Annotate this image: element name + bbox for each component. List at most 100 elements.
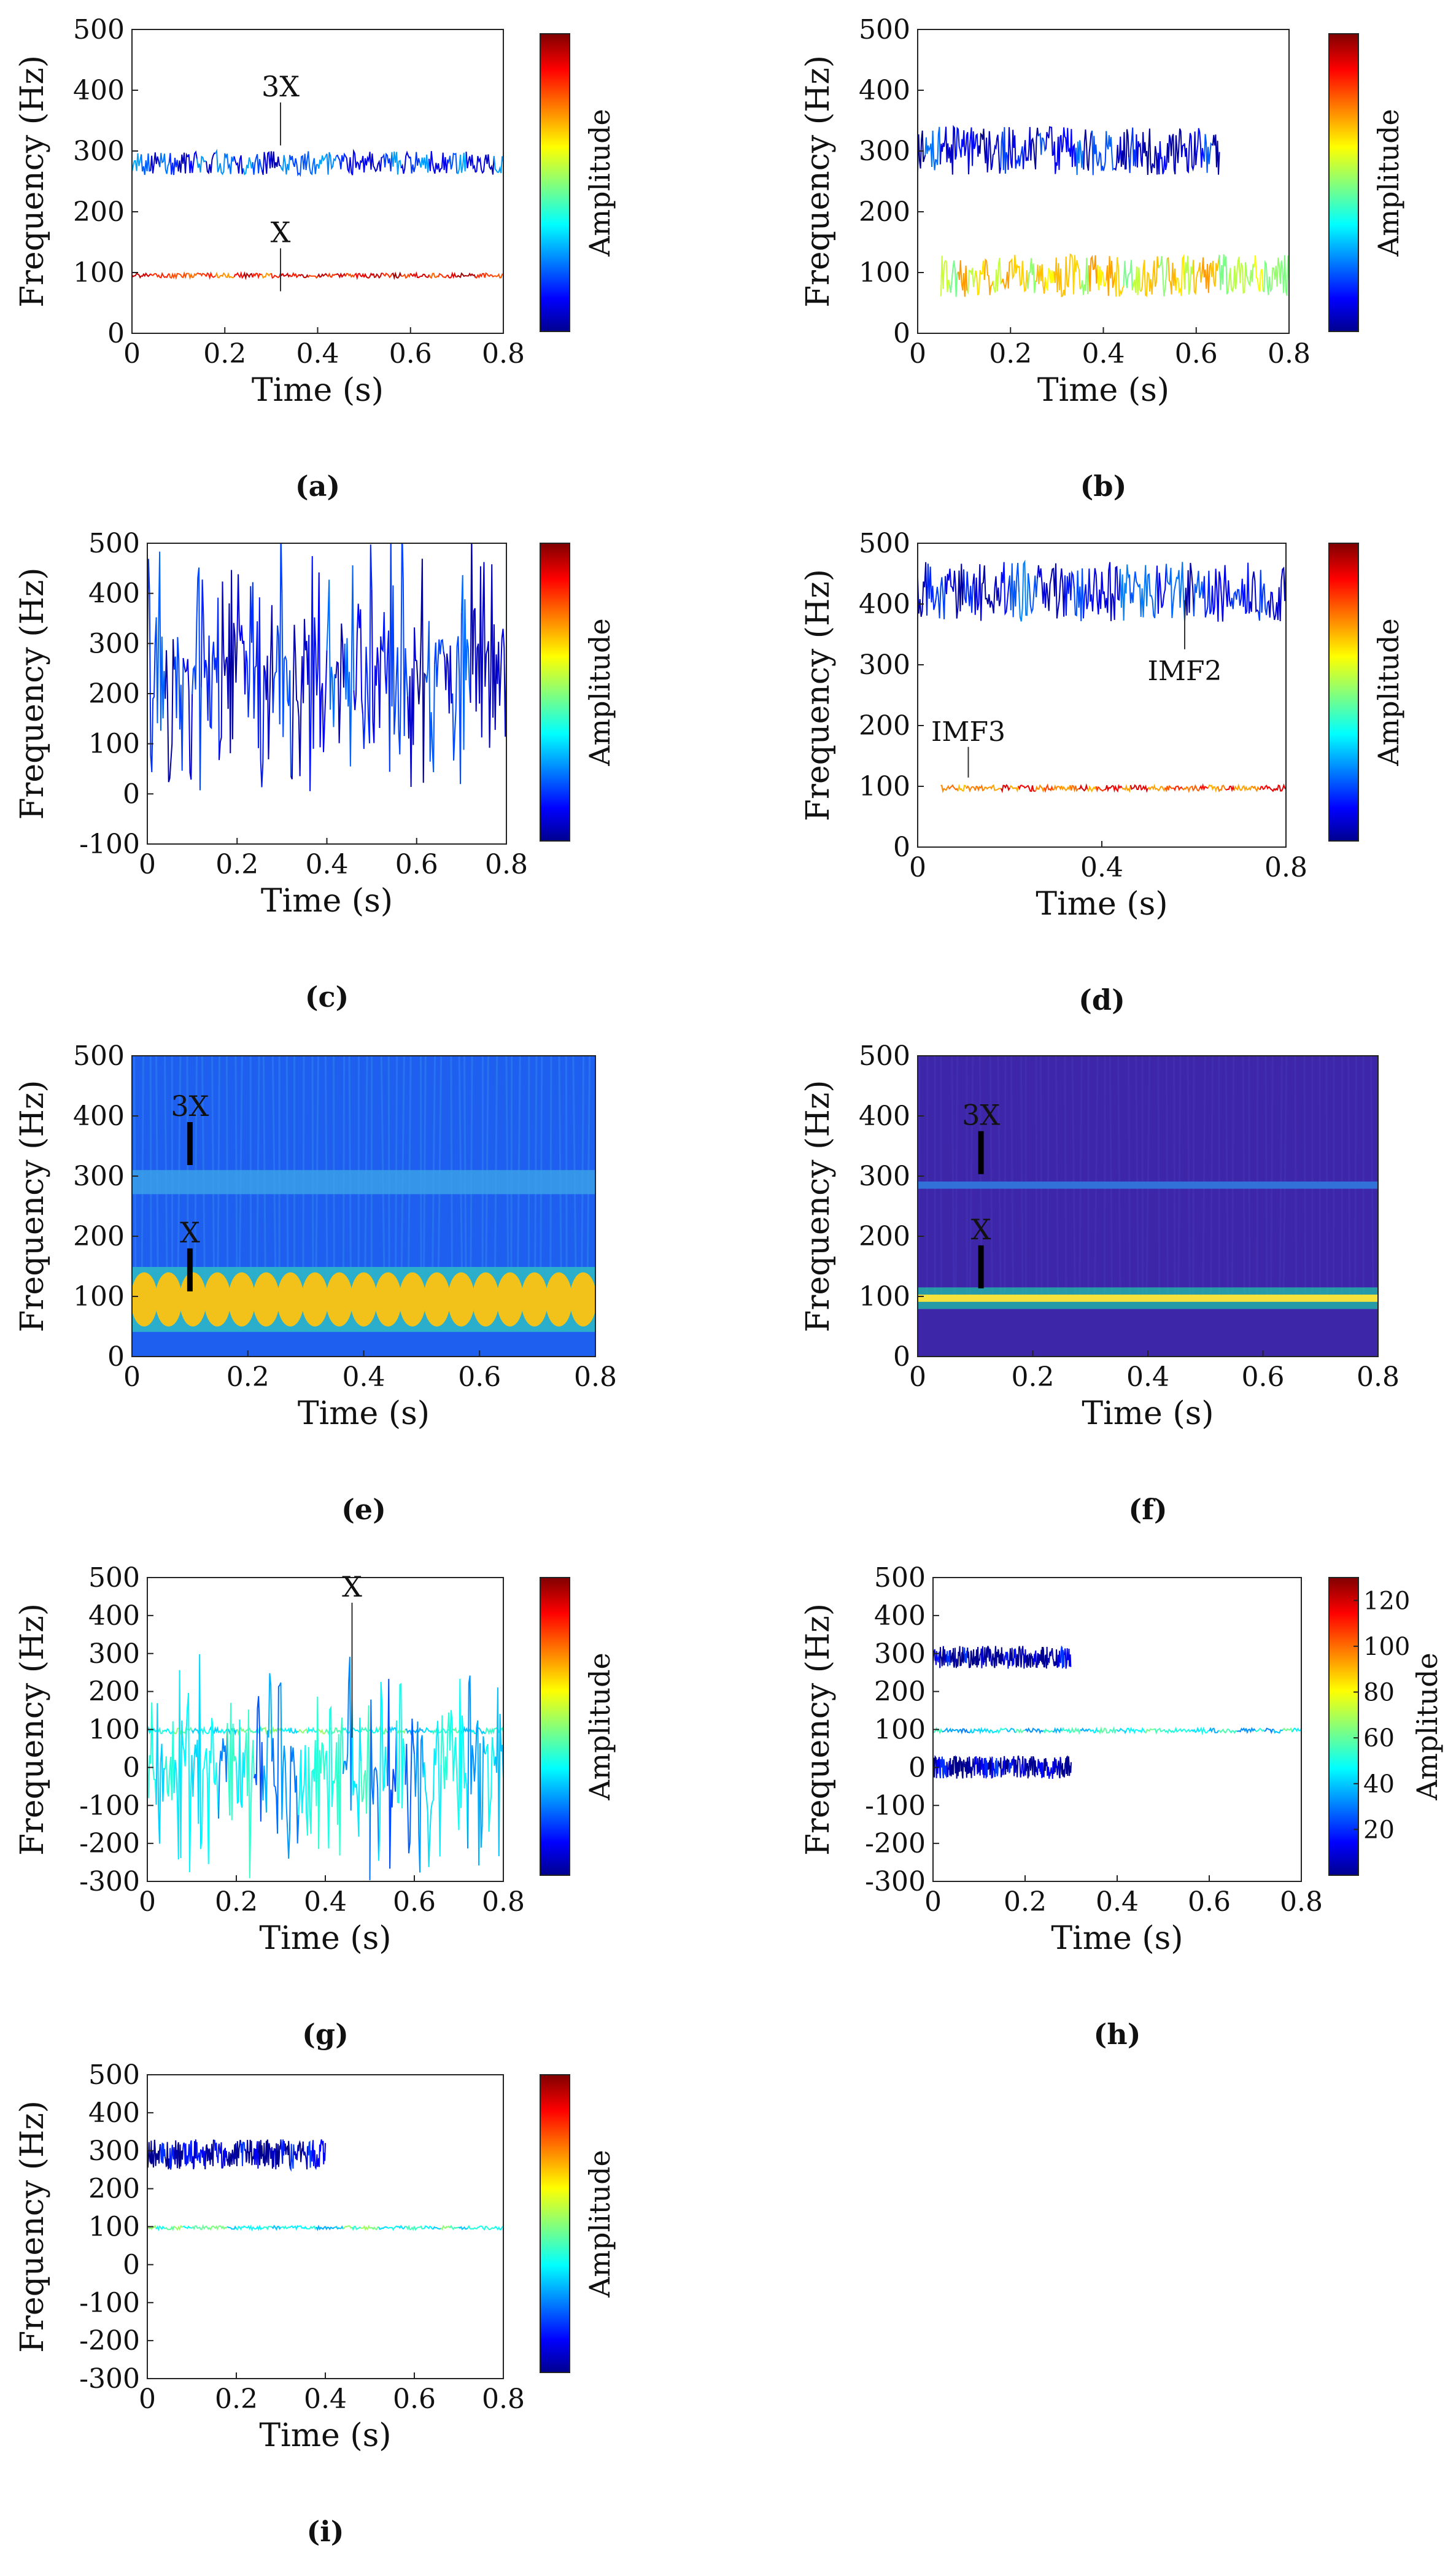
heatmap-streak (1295, 1056, 1296, 1296)
x-tick-label: 0.4 (306, 849, 349, 880)
band-X (918, 1295, 1378, 1302)
annotation-label: 3X (261, 70, 300, 103)
x-tick-label: 0.8 (1280, 1886, 1323, 1918)
y-tick-label: 300 (859, 136, 910, 167)
heatmap-streak (1104, 1056, 1105, 1296)
y-axis-label: Frequency (Hz) (14, 2101, 51, 2353)
y-tick-label: 300 (859, 1161, 910, 1192)
panel-caption: (h) (1094, 2018, 1141, 2051)
y-tick-label: 200 (859, 1221, 910, 1252)
y-tick-label: 300 (859, 649, 910, 681)
heatmap-streak (1266, 1056, 1267, 1296)
y-axis-label: Frequency (Hz) (800, 569, 837, 821)
heatmap-streak (1040, 1056, 1042, 1296)
annotation-label: X (180, 1216, 200, 1249)
x-tick-label: 0.2 (1012, 1361, 1055, 1393)
colorbar-label: Amplitude (583, 1652, 616, 1801)
x-tick-label: 0.2 (989, 338, 1032, 370)
y-tick-label: 0 (123, 2249, 140, 2280)
y-tick-label: 200 (88, 2174, 140, 2205)
y-tick-label: 500 (859, 1040, 910, 1072)
x-tick-label: 0.8 (574, 1361, 617, 1393)
band-X-lobe (277, 1272, 304, 1326)
heatmap-streak (1036, 1056, 1037, 1296)
x-tick-label: 0.2 (215, 2384, 258, 2415)
band-X-lobe (228, 1272, 255, 1326)
y-tick-label: 100 (859, 257, 910, 289)
x-tick-label: 0 (139, 849, 156, 880)
colorbar (540, 543, 570, 841)
x-tick-label: 0 (909, 338, 926, 370)
annotation-label: 3X (962, 1099, 1000, 1132)
x-tick-label: 0.8 (1357, 1361, 1400, 1393)
x-tick-label: 0.6 (393, 1886, 436, 1918)
y-tick-label: 300 (73, 1161, 125, 1192)
x-tick-label: 0.2 (215, 849, 258, 880)
y-tick-label: 400 (73, 1101, 125, 1132)
y-axis-label: Frequency (Hz) (14, 55, 51, 308)
y-tick-label: 300 (88, 628, 140, 659)
y-tick-label: 500 (88, 2059, 140, 2091)
band-X-lobe (546, 1272, 573, 1326)
y-tick-label: 300 (88, 1638, 140, 1670)
y-tick-label: 500 (874, 1562, 926, 1594)
plot-area-b (918, 29, 1289, 333)
y-tick-label: 400 (859, 1101, 910, 1132)
y-tick-label: 0 (107, 318, 125, 349)
y-tick-label: 100 (88, 1714, 140, 1746)
x-tick-label: 0.8 (482, 1886, 525, 1918)
colorbar (540, 1578, 570, 1875)
y-tick-label: 200 (859, 196, 910, 228)
x-tick-label: 0.8 (485, 849, 528, 880)
x-tick-label: 0.8 (482, 2384, 525, 2415)
band-X-lobe (204, 1272, 231, 1326)
plot-background (132, 29, 503, 333)
y-tick-label: 500 (859, 528, 910, 559)
heatmap-streak (1166, 1056, 1168, 1296)
y-axis-label: Frequency (Hz) (800, 1603, 837, 1856)
colorbar (1329, 1578, 1358, 1875)
colorbar-label: Amplitude (1372, 109, 1405, 257)
heatmap-streak (1257, 1056, 1258, 1296)
panel-caption: (i) (306, 2515, 344, 2548)
x-tick-label: 0.6 (1242, 1361, 1285, 1393)
band-X-lobe (570, 1272, 597, 1326)
x-tick-label: 0.4 (343, 1361, 385, 1393)
x-axis-label: Time (s) (261, 883, 393, 920)
panel-caption: (b) (1080, 470, 1127, 503)
y-tick-label: 100 (88, 729, 140, 760)
x-tick-label: 0.6 (458, 1361, 501, 1393)
band-X-lobe (350, 1272, 378, 1326)
y-tick-label: -200 (79, 1828, 140, 1859)
band-X-lobe (179, 1272, 206, 1326)
x-tick-label: 0.4 (1080, 852, 1123, 883)
band-X-lobe (374, 1272, 401, 1326)
plot-area-d (918, 543, 1286, 847)
y-axis-label: Frequency (Hz) (800, 1080, 837, 1332)
x-axis-label: Time (s) (1051, 1920, 1183, 1957)
colorbar-label: Amplitude (583, 2150, 616, 2298)
colorbar-tick-label: 120 (1363, 1587, 1410, 1615)
y-tick-label: -300 (79, 2363, 140, 2395)
x-tick-label: 0.6 (1188, 1886, 1231, 1918)
x-tick-label: 0 (909, 852, 926, 883)
annotation-label: 3X (171, 1090, 209, 1123)
x-tick-label: 0.2 (227, 1361, 269, 1393)
y-tick-label: 500 (73, 14, 125, 45)
band-X-lobe (326, 1272, 353, 1326)
band-X-lobe (399, 1272, 426, 1326)
panel-caption: (g) (302, 2018, 349, 2051)
colorbar-label: Amplitude (1411, 1652, 1444, 1801)
y-tick-label: 500 (88, 528, 140, 559)
heatmap-streak (1304, 1056, 1306, 1296)
colorbar-label: Amplitude (1372, 618, 1405, 767)
x-tick-label: 0 (123, 1361, 141, 1393)
y-tick-label: 0 (107, 1341, 125, 1373)
band-3X (918, 1182, 1378, 1189)
band-X-lobe (521, 1272, 548, 1326)
